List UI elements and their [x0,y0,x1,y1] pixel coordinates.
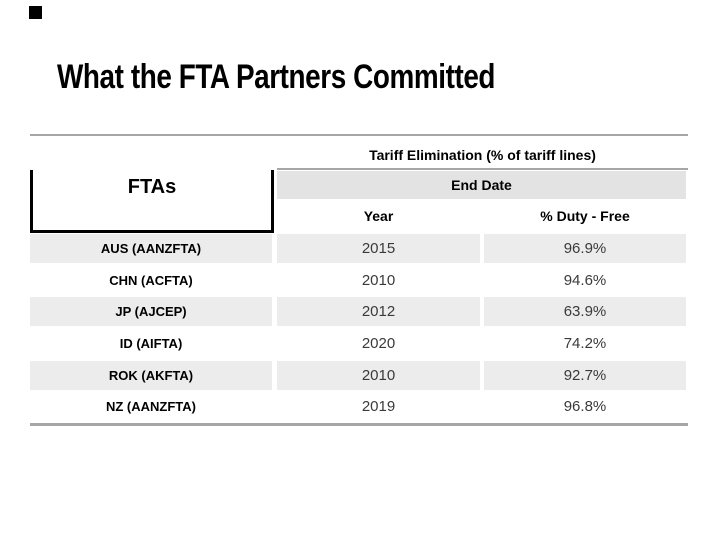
fta-name-cell: AUS (AANZFTA) [30,234,272,263]
bottom-divider-line [30,423,688,426]
year-cell: 2019 [361,398,396,415]
year-cell: 2020 [361,335,396,352]
year-cell: 2012 [277,297,480,326]
year-cell: 2015 [277,234,480,263]
page-title: What the FTA Partners Committed [57,58,496,96]
duty-free-cell: 96.9% [484,234,686,263]
duty-free-cell: 92.7% [484,361,686,390]
tariff-elimination-header: Tariff Elimination (% of tariff lines) [369,147,596,163]
year-column-header: Year [277,202,480,230]
duty-free-cell: 63.9% [484,297,686,326]
end-date-header-cell: End Date [277,171,686,199]
duty-free-cell: 96.8% [563,398,607,415]
table-row: NZ (AANZFTA) 2019 96.8% [30,392,686,421]
corner-mark [29,6,42,19]
duty-free-cell: 74.2% [563,335,607,352]
table-row: ROK (AKFTA) 2010 92.7% [30,361,686,390]
table-row: CHN (ACFTA) 2010 94.6% [30,266,686,295]
ftas-header-cell: FTAs [30,170,274,233]
ftas-header-label: FTAs [127,176,177,198]
end-date-top-line [277,168,688,170]
year-cell: 2010 [361,272,396,289]
duty-free-cell: 94.6% [563,272,607,289]
top-divider-line [30,134,688,136]
fta-name-cell: NZ (AANZFTA) [105,399,196,414]
duty-free-column-header: % Duty - Free [484,202,686,230]
table-row: ID (AIFTA) 2020 74.2% [30,329,686,358]
fta-name-cell: CHN (ACFTA) [109,273,193,288]
table-row: JP (AJCEP) 2012 63.9% [30,297,686,326]
table-row: AUS (AANZFTA) 2015 96.9% [30,234,686,263]
fta-name-cell: ROK (AKFTA) [30,361,272,390]
fta-name-cell: JP (AJCEP) [30,297,272,326]
year-cell: 2010 [277,361,480,390]
fta-name-cell: ID (AIFTA) [119,336,183,351]
